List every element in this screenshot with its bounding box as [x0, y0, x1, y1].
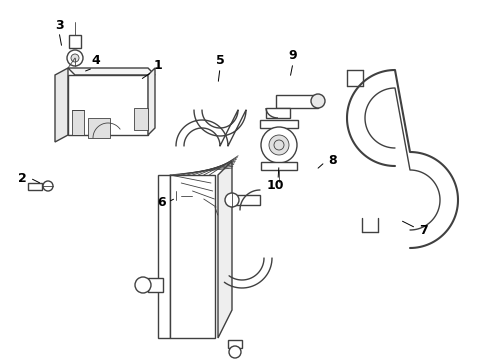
Polygon shape: [148, 278, 163, 292]
Text: 10: 10: [265, 179, 283, 192]
Circle shape: [268, 135, 288, 155]
Text: 9: 9: [288, 49, 297, 62]
Polygon shape: [227, 340, 242, 348]
Circle shape: [310, 94, 325, 108]
Circle shape: [135, 277, 151, 293]
Circle shape: [224, 193, 239, 207]
Circle shape: [67, 50, 83, 66]
Polygon shape: [170, 175, 215, 338]
Text: 3: 3: [55, 18, 63, 32]
Polygon shape: [158, 175, 170, 338]
Circle shape: [71, 54, 79, 62]
Polygon shape: [68, 68, 155, 75]
Polygon shape: [68, 75, 148, 135]
Polygon shape: [72, 110, 84, 135]
Text: 6: 6: [157, 195, 166, 208]
Text: 1: 1: [153, 59, 162, 72]
Polygon shape: [260, 120, 297, 128]
Polygon shape: [261, 162, 296, 170]
Polygon shape: [218, 161, 231, 338]
Text: 7: 7: [419, 224, 427, 237]
Circle shape: [43, 181, 53, 191]
Polygon shape: [227, 195, 260, 205]
Circle shape: [171, 191, 181, 201]
Polygon shape: [55, 68, 68, 142]
Polygon shape: [265, 108, 289, 118]
Polygon shape: [69, 35, 81, 48]
Polygon shape: [88, 118, 110, 138]
Circle shape: [261, 127, 296, 163]
Text: 2: 2: [18, 171, 26, 185]
Polygon shape: [275, 95, 317, 108]
Polygon shape: [148, 68, 155, 135]
Text: 4: 4: [91, 54, 100, 67]
Text: 5: 5: [215, 54, 224, 67]
Text: 8: 8: [328, 153, 337, 166]
Circle shape: [228, 346, 241, 358]
Polygon shape: [134, 108, 148, 130]
Polygon shape: [28, 183, 42, 190]
